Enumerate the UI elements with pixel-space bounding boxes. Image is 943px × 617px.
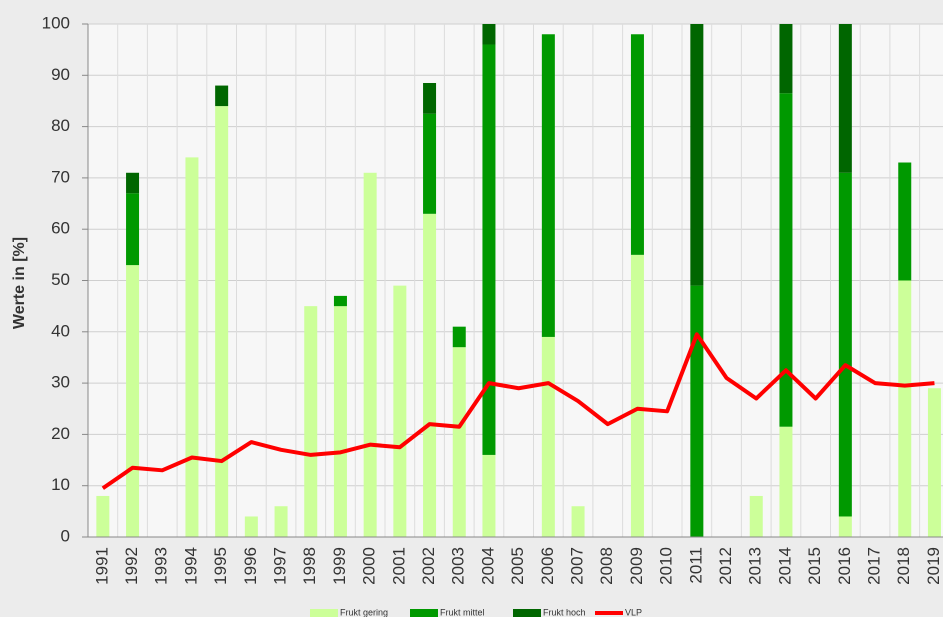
- y-tick-label: 20: [51, 424, 70, 443]
- bar: [333, 306, 347, 537]
- x-tick-label: 1997: [271, 547, 290, 585]
- bar: [838, 516, 852, 537]
- y-tick-label: 10: [51, 475, 70, 494]
- bar: [571, 506, 585, 537]
- x-tick-label: 2012: [716, 547, 735, 585]
- y-tick-label: 50: [51, 270, 70, 289]
- bar: [482, 44, 496, 455]
- x-tick-label: 2001: [389, 547, 408, 585]
- bar: [215, 106, 229, 537]
- bar: [215, 85, 229, 107]
- x-tick-label: 2014: [775, 547, 794, 585]
- x-tick-label: 2002: [419, 547, 438, 585]
- bar: [274, 506, 288, 537]
- x-tick-label: 2003: [449, 547, 468, 585]
- x-tick-label: 1998: [300, 547, 319, 585]
- bar: [541, 34, 555, 337]
- bar: [779, 24, 793, 94]
- bar: [452, 326, 466, 348]
- bar: [393, 285, 407, 537]
- y-axis-label: Werte in [%]: [11, 237, 28, 329]
- bar: [898, 162, 912, 281]
- bar: [690, 24, 704, 286]
- x-tick-label: 2010: [657, 547, 676, 585]
- y-tick-label: 100: [42, 13, 70, 32]
- bar: [541, 336, 555, 537]
- x-tick-label: 2009: [627, 547, 646, 585]
- y-tick-label: 90: [51, 65, 70, 84]
- x-tick-label: 2018: [894, 547, 913, 585]
- bar: [333, 295, 347, 307]
- y-tick-label: 0: [61, 526, 70, 545]
- x-tick-label: 2017: [865, 547, 884, 585]
- legend-label: Frukt gering: [340, 607, 388, 617]
- bar: [898, 280, 912, 537]
- x-tick-label: 1994: [181, 547, 200, 585]
- x-tick-label: 1995: [211, 547, 230, 585]
- bar: [927, 388, 941, 537]
- y-tick-label: 30: [51, 373, 70, 392]
- bar: [779, 93, 793, 427]
- bar: [126, 172, 140, 194]
- bar: [423, 82, 437, 114]
- bar: [363, 172, 377, 537]
- bar: [630, 34, 644, 255]
- x-tick-label: 2015: [805, 547, 824, 585]
- bar: [126, 265, 140, 537]
- x-tick-label: 1991: [92, 547, 111, 585]
- x-tick-label: 2004: [478, 547, 497, 585]
- x-tick-label: 1999: [330, 547, 349, 585]
- legend-swatch: [410, 609, 438, 617]
- y-tick-label: 40: [51, 321, 70, 340]
- x-tick-label: 2019: [924, 547, 943, 585]
- bar: [423, 113, 437, 214]
- bar: [779, 426, 793, 537]
- x-tick-label: 2008: [597, 547, 616, 585]
- x-tick-label: 2006: [538, 547, 557, 585]
- y-tick-label: 70: [51, 167, 70, 186]
- x-tick-label: 1996: [241, 547, 260, 585]
- legend-swatch: [310, 609, 338, 617]
- y-tick-label: 60: [51, 219, 70, 238]
- bar: [630, 254, 644, 537]
- x-tick-label: 2016: [835, 547, 854, 585]
- bar: [838, 172, 852, 517]
- x-tick-label: 2013: [746, 547, 765, 585]
- bar: [126, 193, 140, 266]
- bar: [244, 516, 258, 537]
- x-tick-label: 1992: [122, 547, 141, 585]
- bar: [749, 495, 763, 537]
- legend-label: VLP: [625, 607, 642, 617]
- bar: [96, 495, 110, 537]
- x-tick-label: 2000: [360, 547, 379, 585]
- bar: [423, 213, 437, 537]
- bar: [838, 24, 852, 173]
- legend-label: Frukt hoch: [543, 607, 586, 617]
- y-tick-label: 80: [51, 116, 70, 135]
- legend-swatch: [513, 609, 541, 617]
- line: [101, 332, 935, 490]
- bar: [482, 454, 496, 537]
- bar: [690, 285, 704, 537]
- bar: [482, 24, 496, 45]
- bar: [452, 347, 466, 537]
- x-tick-label: 2005: [508, 547, 527, 585]
- x-tick-label: 2011: [686, 547, 705, 584]
- x-tick-label: 2007: [568, 547, 587, 585]
- x-tick-label: 1993: [152, 547, 171, 585]
- bar: [185, 157, 199, 537]
- legend-label: Frukt mittel: [440, 607, 485, 617]
- bar: [304, 306, 318, 537]
